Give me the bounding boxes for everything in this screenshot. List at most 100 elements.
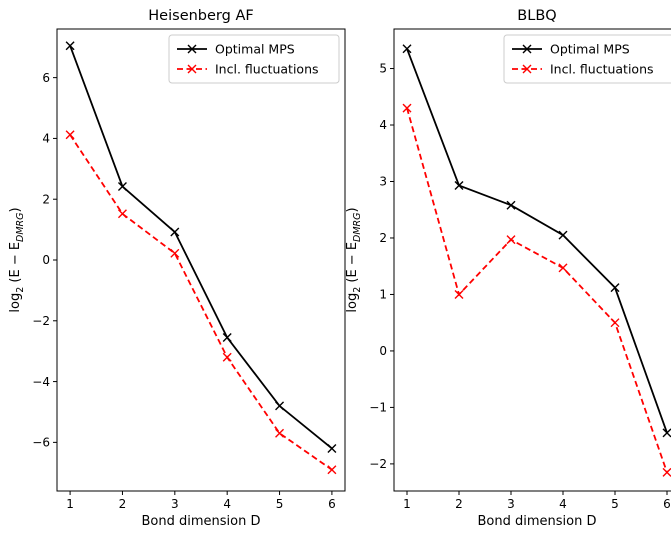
x-tick-label: 1 — [403, 497, 411, 511]
y-label-sub2: DMRG — [352, 212, 363, 241]
marker-stroke — [170, 227, 180, 237]
marker-stroke — [558, 230, 568, 240]
marker-stroke — [402, 103, 412, 113]
x-tick-label: 5 — [276, 497, 284, 511]
data-point-marker — [610, 283, 620, 293]
y-tick-label: −6 — [32, 436, 50, 450]
marker-stroke — [275, 428, 285, 438]
data-point-marker — [662, 428, 671, 438]
plot-area — [402, 44, 671, 477]
x-tick-label: 2 — [119, 497, 127, 511]
data-point-marker — [506, 200, 516, 210]
data-point-marker — [117, 181, 127, 191]
data-point-marker — [454, 289, 464, 299]
chart-title: BLBQ — [517, 8, 556, 24]
marker-stroke — [170, 248, 180, 258]
y-tick-label: 2 — [379, 231, 387, 245]
data-point-marker — [170, 248, 180, 258]
marker-stroke — [402, 44, 412, 54]
x-tick-label: 4 — [559, 497, 567, 511]
data-point-marker — [662, 467, 671, 477]
legend: Optimal MPS Incl. fluctuations — [503, 34, 671, 84]
x-tick-label: 5 — [611, 497, 619, 511]
data-point-marker — [222, 333, 232, 343]
y-tick-label: −4 — [32, 375, 50, 389]
marker-stroke — [506, 200, 516, 210]
data-point-marker — [558, 263, 568, 273]
marker-stroke — [454, 289, 464, 299]
y-label-log: log — [345, 293, 360, 313]
marker-stroke — [65, 130, 75, 140]
data-point-marker — [170, 227, 180, 237]
data-point-marker — [327, 465, 337, 475]
y-label-mid: (E − E — [8, 242, 23, 287]
chart-title: Heisenberg AF — [148, 8, 253, 24]
marker-stroke — [117, 209, 127, 219]
data-point-marker — [275, 401, 285, 411]
x-tick-label: 2 — [455, 497, 463, 511]
legend-label: Optimal MPS — [550, 42, 630, 57]
x-axis-label: Bond dimension D — [142, 514, 261, 529]
x-axis-label: Bond dimension D — [478, 514, 597, 529]
x-tick-label: 6 — [663, 497, 671, 511]
data-point-marker — [454, 180, 464, 190]
y-label-sub: 2 — [15, 287, 26, 293]
legend-marker — [522, 64, 532, 74]
data-point-marker — [402, 44, 412, 54]
series-line-incl-fluctuations — [69, 134, 333, 471]
legend: Optimal MPS Incl. fluctuations — [168, 34, 340, 84]
x-tick-label: 1 — [66, 497, 74, 511]
y-tick-label: 3 — [379, 175, 387, 189]
data-point-marker — [65, 130, 75, 140]
y-tick-label: −1 — [369, 401, 387, 415]
y-label-log: log — [8, 293, 23, 313]
y-tick-label: 4 — [42, 132, 50, 146]
x-tick-label: 4 — [223, 497, 231, 511]
marker-stroke — [662, 467, 671, 477]
marker-stroke — [222, 352, 232, 362]
x-tick-label: 6 — [328, 497, 336, 511]
y-tick-label: 5 — [379, 62, 387, 76]
marker-stroke — [610, 283, 620, 293]
y-tick-label: 4 — [379, 118, 387, 132]
y-tick-label: 0 — [42, 253, 50, 267]
y-tick-label: −2 — [369, 457, 387, 471]
data-point-marker — [610, 318, 620, 328]
y-label-mid: (E − E — [345, 242, 360, 287]
marker-stroke — [558, 263, 568, 273]
x-tick-label: 3 — [171, 497, 179, 511]
data-point-marker — [275, 428, 285, 438]
legend-marker — [187, 44, 197, 54]
y-label-sub2: DMRG — [15, 212, 26, 241]
marker-stroke — [662, 428, 671, 438]
y-axis-label: log2 (E − EDMRG) — [8, 207, 26, 312]
y-tick-label: −2 — [32, 314, 50, 328]
legend-marker — [187, 64, 197, 74]
plot-frame — [56, 28, 346, 492]
legend-label: Optimal MPS — [215, 42, 295, 57]
marker-stroke — [327, 443, 337, 453]
data-point-marker — [327, 443, 337, 453]
marker-stroke — [610, 318, 620, 328]
data-point-marker — [558, 230, 568, 240]
data-point-marker — [402, 103, 412, 113]
plot-area — [65, 41, 337, 475]
legend-box — [503, 34, 671, 84]
y-tick-label: 6 — [42, 71, 50, 85]
y-axis-label: log2 (E − EDMRG) — [345, 207, 363, 312]
legend-label: Incl. fluctuations — [215, 62, 319, 77]
legend-marker — [522, 44, 532, 54]
data-point-marker — [506, 235, 516, 245]
y-tick-label: 1 — [379, 288, 387, 302]
marker-stroke — [275, 401, 285, 411]
y-label-end: ) — [345, 207, 360, 212]
marker-stroke — [222, 333, 232, 343]
data-point-marker — [65, 41, 75, 51]
marker-stroke — [506, 235, 516, 245]
series-line-optimal-mps — [406, 48, 668, 434]
panel-1: Heisenberg AF 1 2 3 4 5 6 −6 −4 −2 0 2 4 6 Bond dimens… — [8, 8, 346, 529]
plot-frame — [393, 28, 671, 492]
marker-stroke — [65, 41, 75, 51]
